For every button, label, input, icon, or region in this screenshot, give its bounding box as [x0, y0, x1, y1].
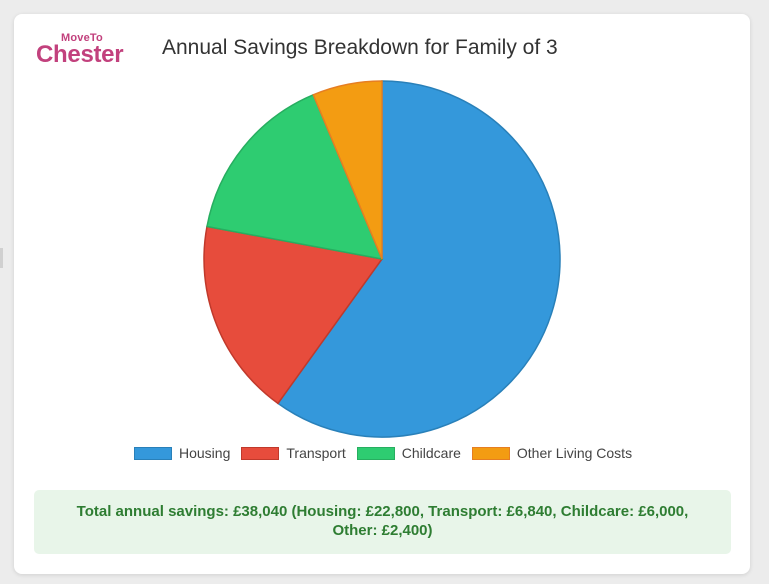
legend-item-other-living-costs[interactable]: Other Living Costs — [471, 445, 633, 461]
chart-legend: Housing Transport Childcare Other Living Co… — [134, 445, 643, 461]
pie-chart — [203, 80, 561, 438]
legend-label-childcare: Childcare — [401, 445, 461, 461]
chart-card: MoveTo Chester Annual Savings Breakdown … — [14, 14, 750, 574]
pie-slice-transport[interactable] — [203, 225, 384, 405]
logo-top-text: MoveTo — [61, 32, 103, 44]
logo-main-text: Chester — [36, 41, 124, 68]
legend-swatch-other-living-costs — [471, 446, 510, 460]
legend-swatch-transport — [241, 446, 280, 460]
legend-label-transport: Transport — [286, 445, 346, 461]
chart-title: Annual Savings Breakdown for Family of 3 — [162, 36, 558, 59]
legend-label-housing: Housing — [179, 445, 231, 461]
pie-slice-other-living-costs[interactable] — [312, 80, 383, 260]
legend-item-childcare[interactable]: Childcare — [356, 445, 461, 461]
legend-swatch-childcare — [356, 446, 395, 460]
page-edge-handle — [0, 248, 3, 268]
legend-item-transport[interactable]: Transport — [241, 445, 346, 461]
legend-swatch-housing — [134, 446, 172, 460]
legend-label-other-living-costs: Other Living Costs — [516, 445, 633, 461]
savings-summary-text: Total annual savings: £38,040 (Housing: … — [76, 503, 689, 539]
pie-slice-childcare[interactable] — [206, 93, 384, 260]
savings-summary: Total annual savings: £38,040 (Housing: … — [34, 490, 731, 554]
legend-item-housing[interactable]: Housing — [134, 445, 230, 461]
pie-slice-housing[interactable] — [276, 80, 561, 438]
